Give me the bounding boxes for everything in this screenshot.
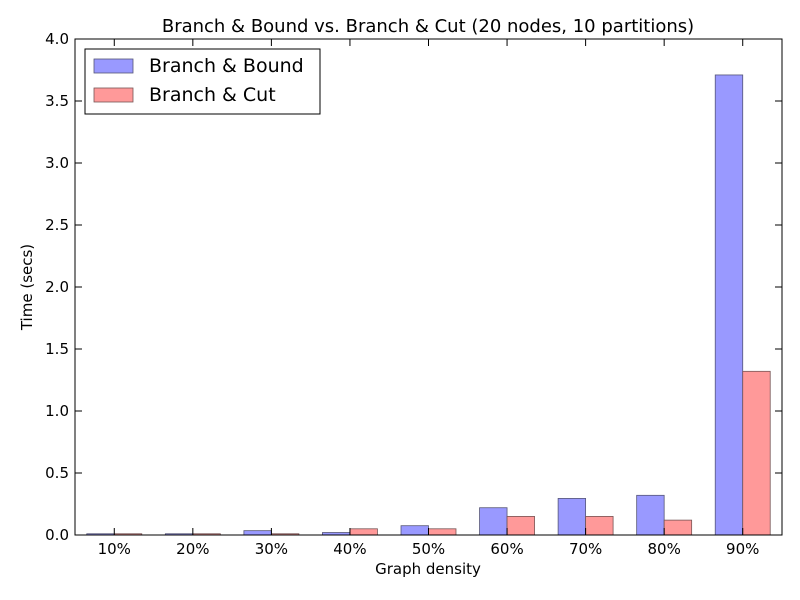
x-tick-label: 20% [176,540,209,558]
bar-branch-bound-50pct [400,525,429,536]
bar-branch-cut-80pct [663,519,693,536]
bar-branch-bound-70pct [557,498,587,536]
plot-area [75,39,782,535]
y-tick-label: 4.0 [45,30,69,48]
y-tick-label: 0.0 [45,526,69,544]
x-axis-label: Graph density [375,560,481,578]
bar-branch-bound-30pct [243,530,272,536]
bar-branch-cut-90pct [742,370,771,536]
y-axis-ticks: 0.0 0.5 1.0 1.5 2.0 2.5 3.0 3.5 4.0 [45,30,782,544]
chart-title: Branch & Bound vs. Branch & Cut (20 node… [162,16,694,37]
x-tick-label: 90% [726,540,759,558]
x-tick-label: 10% [98,540,131,558]
y-tick-label: 1.0 [45,402,69,420]
x-tick-label: 30% [255,540,288,558]
y-tick-label: 3.5 [45,92,69,110]
y-tick-label: 3.0 [45,154,69,172]
legend-swatch-branch-bound [93,58,134,74]
bar-branch-cut-70pct [585,516,614,536]
legend-label-branch-cut: Branch & Cut [149,84,276,106]
bar-branch-bound-60pct [479,507,508,536]
y-tick-label: 1.5 [45,340,69,358]
bar-branch-bound-90pct [714,74,744,536]
x-tick-label: 40% [333,540,366,558]
y-tick-label: 2.5 [45,216,69,234]
x-tick-label: 60% [490,540,523,558]
y-axis-label: Time (secs) [18,244,36,331]
legend-label-branch-bound: Branch & Bound [149,55,304,77]
bar-branch-cut-40pct [349,528,378,536]
x-tick-label: 50% [412,540,445,558]
x-tick-label: 70% [569,540,602,558]
y-tick-label: 0.5 [45,464,69,482]
bar-branch-cut-50pct [428,528,457,536]
legend: Branch & Bound Branch & Cut [84,48,321,115]
legend-swatch-branch-cut [93,87,134,103]
bars-group [86,74,771,536]
x-tick-label: 80% [647,540,680,558]
x-axis-ticks: 10% 20% 30% 40% 50% 60% 70% 80% 90% [98,39,759,558]
bar-branch-bound-80pct [636,494,665,536]
bar-branch-cut-60pct [506,516,535,536]
y-tick-label: 2.0 [45,278,69,296]
